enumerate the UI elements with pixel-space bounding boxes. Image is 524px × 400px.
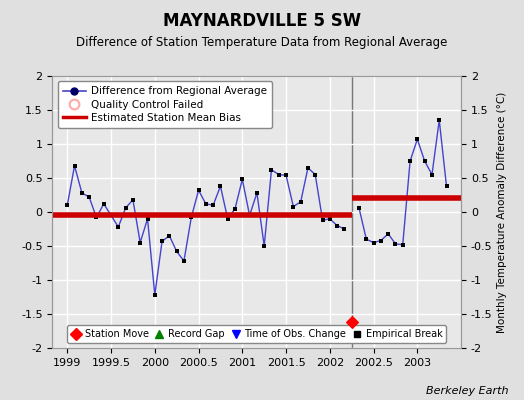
Point (107, 212, 115, 218)
Point (150, 292, 159, 298)
Point (297, 199, 305, 205)
Point (245, 212, 254, 218)
Text: Berkeley Earth: Berkeley Earth (426, 386, 508, 396)
Point (238, 176, 246, 182)
Text: Difference of Station Temperature Data from Regional Average: Difference of Station Temperature Data f… (77, 36, 447, 49)
Legend: Station Move, Record Gap, Time of Obs. Change, Empirical Break: Station Move, Record Gap, Time of Obs. C… (67, 325, 446, 343)
Point (282, 172, 290, 178)
Point (216, 183, 225, 189)
Point (209, 202, 217, 208)
Point (406, 158, 414, 164)
Point (428, 171, 436, 178)
Point (311, 171, 320, 178)
Point (347, 319, 356, 325)
Point (165, 233, 173, 239)
Point (275, 171, 283, 178)
Point (391, 241, 400, 247)
Point (289, 203, 298, 210)
Point (333, 222, 341, 229)
Point (172, 248, 181, 255)
Point (63, 202, 71, 208)
Point (114, 224, 123, 230)
Point (231, 206, 239, 212)
Point (362, 236, 370, 242)
Point (253, 190, 261, 196)
Point (399, 242, 407, 248)
Point (129, 196, 137, 203)
Point (100, 201, 108, 207)
Point (78, 190, 86, 196)
Point (355, 205, 363, 211)
Point (377, 237, 385, 244)
Point (435, 117, 443, 123)
Text: MAYNARDVILLE 5 SW: MAYNARDVILLE 5 SW (163, 12, 361, 30)
Point (369, 239, 378, 246)
Point (158, 238, 166, 244)
Point (180, 258, 188, 264)
Point (144, 216, 152, 222)
Point (413, 136, 421, 142)
Point (319, 217, 327, 223)
Point (92, 214, 101, 221)
Point (260, 243, 268, 249)
Point (304, 165, 312, 171)
Point (384, 230, 392, 237)
Point (202, 201, 210, 207)
Point (194, 187, 203, 194)
Point (325, 216, 334, 222)
Point (70, 162, 79, 169)
Y-axis label: Monthly Temperature Anomaly Difference (°C): Monthly Temperature Anomaly Difference (… (497, 91, 507, 333)
Point (187, 214, 195, 221)
Point (136, 239, 145, 246)
Point (85, 194, 93, 200)
Point (122, 205, 130, 211)
Point (267, 167, 276, 173)
Point (420, 158, 429, 164)
Point (340, 226, 348, 232)
Point (442, 183, 451, 189)
Point (224, 216, 232, 222)
